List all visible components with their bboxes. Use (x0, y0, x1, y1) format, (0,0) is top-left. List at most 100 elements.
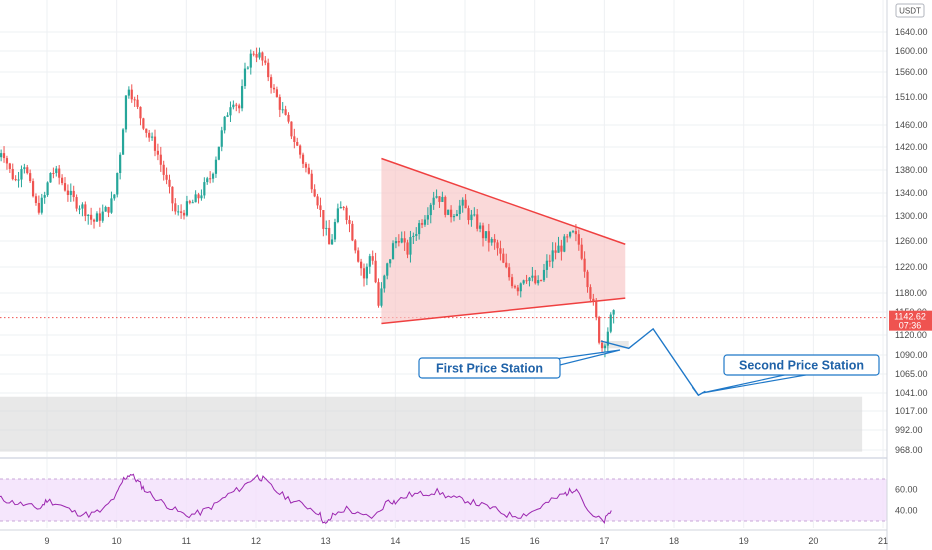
candle-body[interactable] (577, 234, 580, 245)
candle-body[interactable] (598, 317, 601, 343)
candle-body[interactable] (246, 67, 249, 69)
candle-body[interactable] (304, 163, 308, 168)
candle-body[interactable] (240, 86, 244, 109)
rsi-pane[interactable] (0, 473, 887, 525)
candle-body[interactable] (586, 271, 589, 288)
candle-body[interactable] (386, 263, 389, 276)
candle-body[interactable] (554, 250, 557, 253)
candle-body[interactable] (551, 250, 554, 262)
candle-body[interactable] (447, 209, 450, 215)
candle-body[interactable] (168, 179, 171, 187)
candle-body[interactable] (249, 53, 252, 68)
candle-body[interactable] (380, 288, 383, 306)
candle-body[interactable] (55, 168, 58, 174)
candle-body[interactable] (336, 208, 339, 223)
rsi-line[interactable] (0, 473, 612, 525)
candle-body[interactable] (235, 104, 238, 106)
candle-body[interactable] (313, 189, 316, 197)
candle-body[interactable] (531, 275, 534, 278)
candle-body[interactable] (528, 277, 531, 281)
candle-body[interactable] (270, 77, 273, 88)
candle-body[interactable] (81, 204, 84, 209)
candle-body[interactable] (426, 215, 429, 220)
candle-body[interactable] (479, 225, 482, 229)
candle-body[interactable] (217, 146, 220, 160)
candle-body[interactable] (557, 245, 560, 253)
candle-body[interactable] (267, 62, 270, 78)
candle-body[interactable] (505, 262, 508, 268)
candle-body[interactable] (258, 52, 261, 58)
candle-body[interactable] (319, 205, 322, 211)
candle-body[interactable] (75, 197, 78, 209)
candle-body[interactable] (510, 277, 514, 287)
candle-body[interactable] (191, 202, 194, 204)
candle-body[interactable] (124, 95, 128, 130)
candle-body[interactable] (72, 190, 75, 198)
candle-body[interactable] (200, 195, 203, 199)
candle-body[interactable] (316, 196, 319, 206)
candle-body[interactable] (525, 280, 528, 282)
candle-body[interactable] (574, 231, 578, 235)
candle-body[interactable] (5, 158, 9, 164)
candle-body[interactable] (513, 286, 517, 288)
candle-body[interactable] (418, 223, 421, 235)
candle-body[interactable] (104, 207, 107, 212)
candle-body[interactable] (394, 241, 398, 244)
candle-body[interactable] (110, 198, 113, 213)
candle-body[interactable] (406, 242, 409, 255)
candle-body[interactable] (487, 231, 490, 243)
candle-body[interactable] (534, 275, 537, 284)
candle-body[interactable] (177, 211, 180, 213)
candle-body[interactable] (400, 238, 403, 243)
candle-body[interactable] (139, 106, 142, 119)
candle-body[interactable] (566, 236, 569, 238)
candle-body[interactable] (438, 196, 441, 202)
candle-body[interactable] (214, 159, 218, 174)
candle-body[interactable] (180, 211, 183, 213)
candle-body[interactable] (136, 99, 139, 107)
candle-body[interactable] (238, 105, 241, 109)
candle-body[interactable] (432, 197, 435, 205)
candle-body[interactable] (330, 239, 334, 245)
candle-body[interactable] (322, 210, 325, 229)
candle-body[interactable] (325, 227, 328, 229)
candle-body[interactable] (345, 207, 348, 221)
candle-body[interactable] (211, 173, 215, 179)
candle-body[interactable] (307, 167, 310, 174)
candle-body[interactable] (92, 219, 96, 222)
currency-badge[interactable] (895, 3, 925, 18)
candle-body[interactable] (365, 266, 369, 279)
candle-body[interactable] (197, 194, 200, 199)
candle-body[interactable] (232, 104, 235, 108)
candle-body[interactable] (220, 130, 223, 147)
candle-body[interactable] (69, 190, 72, 195)
candle-body[interactable] (130, 89, 133, 100)
candle-body[interactable] (34, 196, 38, 203)
candle-body[interactable] (272, 87, 276, 90)
candle-body[interactable] (150, 136, 154, 138)
candle-body[interactable] (403, 238, 406, 243)
candle-body[interactable] (455, 213, 458, 217)
candle-body[interactable] (563, 236, 566, 252)
candle-body[interactable] (63, 183, 67, 191)
candle-body[interactable] (171, 186, 174, 204)
candle-body[interactable] (339, 206, 342, 209)
candle-body[interactable] (603, 345, 607, 349)
candle-body[interactable] (609, 314, 612, 332)
candle-body[interactable] (464, 199, 467, 209)
candle-body[interactable] (470, 214, 473, 221)
candle-body[interactable] (162, 164, 165, 175)
candle-body[interactable] (348, 220, 351, 224)
second-station-callout[interactable]: Second Price Station (701, 354, 880, 394)
candle-body[interactable] (571, 231, 575, 233)
candle-body[interactable] (484, 231, 488, 239)
candle-body[interactable] (458, 205, 461, 214)
candle-body[interactable] (545, 260, 548, 270)
candle-body[interactable] (580, 244, 583, 259)
candle-body[interactable] (296, 141, 299, 146)
candle-body[interactable] (502, 253, 505, 263)
candle-body[interactable] (145, 128, 148, 133)
candle-body[interactable] (194, 194, 197, 203)
candle-body[interactable] (60, 177, 64, 184)
candle-body[interactable] (119, 154, 122, 174)
